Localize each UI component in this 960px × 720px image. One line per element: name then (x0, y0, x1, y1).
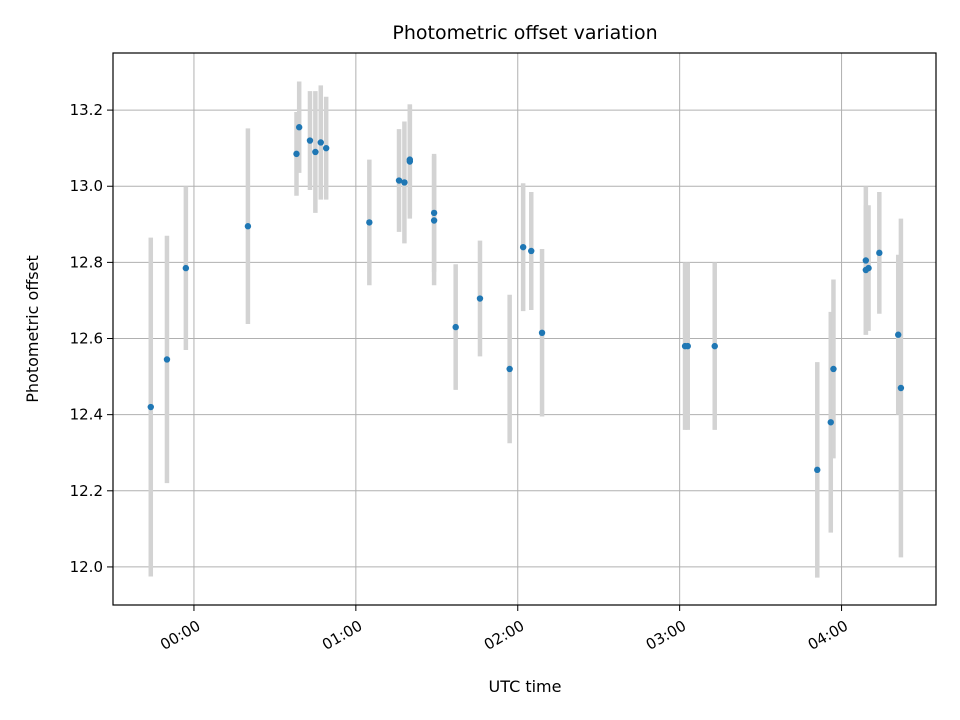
data-point (862, 257, 870, 264)
x-tick-label: 01:00 (319, 617, 365, 654)
data-point (506, 365, 513, 373)
data-point (147, 403, 154, 411)
data-point (293, 150, 300, 158)
data-point (538, 329, 546, 337)
data-point (827, 419, 834, 426)
data-point (244, 223, 252, 230)
data-point (476, 295, 484, 302)
data-points (147, 124, 905, 474)
x-tick-label: 03:00 (643, 617, 689, 654)
data-point (452, 323, 459, 331)
data-point (406, 156, 414, 163)
x-tick-label: 04:00 (805, 617, 851, 654)
y-tick-label: 13.0 (70, 177, 103, 195)
data-point (519, 243, 527, 251)
x-axis-label: UTC time (489, 677, 562, 696)
data-point (322, 144, 330, 152)
y-tick-label: 12.4 (70, 406, 103, 424)
grid (113, 53, 936, 605)
data-point (684, 342, 691, 350)
x-tick-label: 00:00 (157, 617, 203, 654)
data-point (312, 148, 319, 156)
data-point (430, 209, 438, 217)
data-point (295, 124, 303, 131)
y-axis-label: Photometric offset (23, 255, 42, 403)
y-tick-label: 12.8 (70, 253, 103, 271)
data-point (895, 331, 902, 338)
y-axis: 12.0 12.2 12.4 12.6 12.8 13.0 13.2 (70, 101, 113, 576)
y-tick-label: 12.2 (70, 482, 103, 500)
x-axis: 00:00 01:00 02:00 03:00 04:00 (157, 605, 851, 654)
data-point (430, 217, 438, 224)
y-tick-label: 12.6 (70, 330, 103, 348)
data-point (711, 342, 718, 350)
y-tick-label: 13.2 (70, 101, 103, 119)
data-point (830, 365, 837, 373)
data-point (395, 177, 403, 184)
y-tick-label: 12.0 (70, 558, 103, 576)
x-tick-label: 02:00 (481, 617, 527, 654)
error-bars (148, 81, 904, 578)
data-point (862, 266, 870, 274)
data-point (897, 384, 905, 392)
chart-title: Photometric offset variation (392, 22, 657, 44)
data-point (814, 466, 821, 474)
data-point (163, 356, 171, 363)
data-point (366, 219, 373, 226)
data-point (876, 249, 883, 257)
data-point (306, 137, 314, 144)
data-point (528, 247, 535, 255)
data-point (317, 139, 324, 146)
data-point (182, 264, 190, 272)
plot-frame (112, 52, 937, 606)
data-point (401, 179, 408, 186)
